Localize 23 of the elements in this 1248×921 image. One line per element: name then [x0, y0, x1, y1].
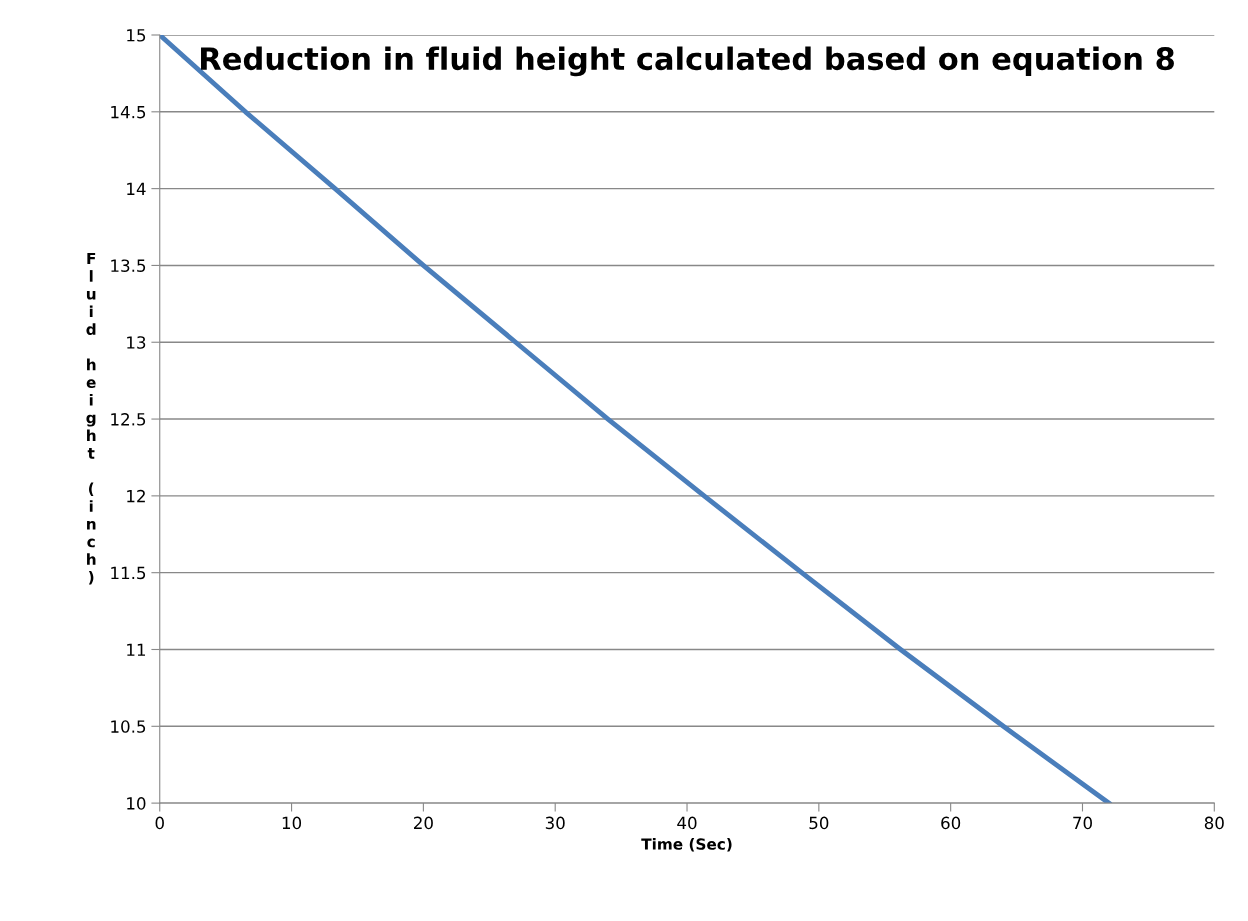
y-tick-label: 11.5 [111, 566, 146, 580]
y-tick-label: 11 [127, 643, 146, 656]
x-tick-label: 40 [677, 816, 697, 830]
y-tick-label: 12 [127, 489, 145, 503]
x-tick-label: 10 [282, 816, 302, 830]
x-tick-label: 70 [1073, 816, 1092, 830]
x-tick-label: 80 [1204, 816, 1224, 830]
chart-title: Reduction in fluid height calculated based on equation 8 [201, 46, 1174, 77]
y-tick-label: 13.5 [111, 259, 146, 272]
y-tick-label: 15 [127, 29, 146, 42]
y-tick-label: 13 [127, 336, 146, 349]
x-tick-label: 0 [155, 816, 164, 830]
y-tick-label: 10.5 [111, 720, 146, 733]
y-tick-label: 14.5 [111, 105, 146, 119]
x-tick-label: 50 [809, 816, 829, 830]
x-axis-title: Time (Sec) [641, 837, 732, 852]
y-tick-label: 14 [127, 182, 146, 195]
x-tick-label: 30 [545, 816, 565, 830]
x-tick-label: 60 [941, 816, 961, 830]
y-tick-label: 12.5 [111, 413, 146, 426]
text: Fluid height (inch) [86, 252, 96, 585]
x-tick-label: 20 [414, 816, 433, 830]
y-tick-label: 10 [127, 797, 146, 810]
